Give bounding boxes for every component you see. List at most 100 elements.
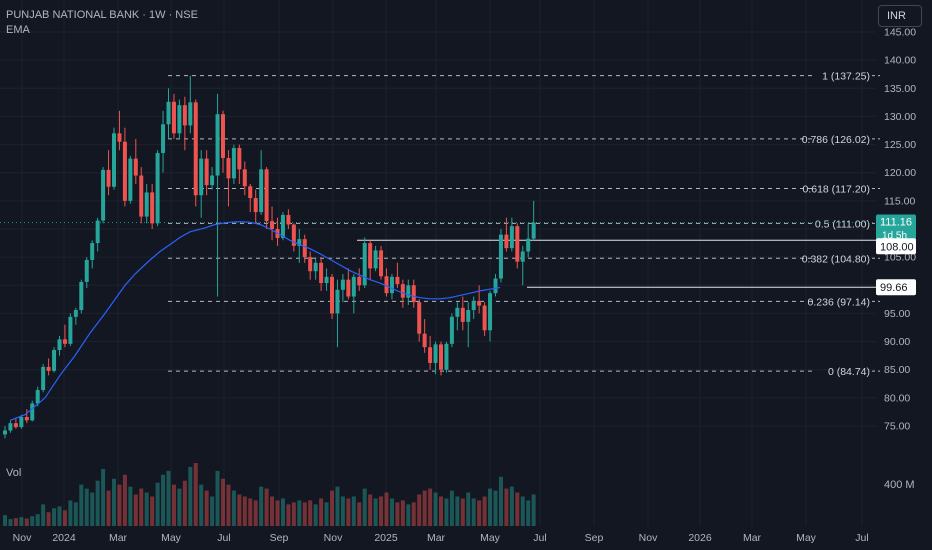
volume-tick: 400 M <box>884 479 915 491</box>
indicator-label[interactable]: EMA <box>6 24 30 36</box>
y-tick-label: 140.00 <box>884 55 916 67</box>
volume-bar <box>395 502 400 526</box>
volume-bar <box>433 492 438 526</box>
candle-body <box>406 285 411 298</box>
volume-bar <box>531 494 536 526</box>
volume-bar <box>133 494 138 526</box>
volume-bar <box>231 490 236 526</box>
volume-bar <box>84 488 89 526</box>
candle-body <box>368 243 373 269</box>
candle-body <box>62 339 67 344</box>
volume-bar <box>95 480 100 526</box>
candle-body <box>411 285 416 303</box>
volume-bar <box>35 514 40 526</box>
candle-body <box>264 169 269 222</box>
candle-body <box>482 305 487 331</box>
volume-bar <box>8 519 13 526</box>
candle-body <box>193 102 198 196</box>
candle-body <box>286 214 291 225</box>
volume-bar <box>340 496 345 526</box>
y-tick-label: 90.00 <box>884 336 910 348</box>
candle-body <box>204 158 209 186</box>
candle-body <box>455 307 460 317</box>
x-tick-label: 2025 <box>374 532 398 544</box>
candle-body <box>215 114 220 176</box>
y-tick-label: 75.00 <box>884 421 910 433</box>
y-tick-label: 120.00 <box>884 167 916 179</box>
candle-body <box>526 238 531 252</box>
volume-bar <box>226 484 231 526</box>
volume-bar <box>384 492 389 526</box>
candle-body <box>171 101 176 134</box>
volume-bar <box>13 518 18 526</box>
volume-bar <box>270 496 275 526</box>
candle-body <box>57 339 62 351</box>
candle-body <box>291 224 296 246</box>
volume-bar <box>19 517 24 526</box>
volume-bar <box>52 508 57 526</box>
candle-body <box>302 239 307 258</box>
candle-body <box>52 350 57 371</box>
candle-body <box>166 101 171 125</box>
candle-body <box>488 293 493 331</box>
currency-button[interactable]: INR <box>878 5 922 27</box>
volume-bar <box>286 504 291 526</box>
candle-body <box>335 289 340 314</box>
candle-body <box>19 416 24 428</box>
volume-bar <box>319 498 324 526</box>
candle-body <box>237 147 242 170</box>
candle-body <box>231 147 236 179</box>
candle-body <box>8 423 13 431</box>
volume-bar <box>362 488 367 526</box>
volume-bar <box>477 500 482 526</box>
candle-body <box>433 344 438 363</box>
y-tick-label: 130.00 <box>884 111 916 123</box>
volume-bar <box>30 516 35 526</box>
volume-bar <box>330 490 334 526</box>
x-tick-label: Jul <box>855 532 868 544</box>
candle-body <box>324 276 329 284</box>
volume-bar <box>313 504 318 526</box>
volume-bar <box>471 498 476 526</box>
volume-bar <box>422 490 427 526</box>
candle-body <box>155 153 160 224</box>
x-tick-label: Jul <box>217 532 230 544</box>
volume-bar <box>242 496 247 526</box>
volume-bar <box>112 478 116 526</box>
candle-body <box>330 276 334 314</box>
candle-body <box>319 262 324 284</box>
volume-bar <box>128 486 133 526</box>
x-tick-label: 2024 <box>52 532 76 544</box>
volume-bar <box>248 498 253 526</box>
candle-body <box>73 310 78 317</box>
candle-body <box>199 158 204 196</box>
volume-bar <box>439 496 443 526</box>
y-tick-label: 95.00 <box>884 308 910 320</box>
volume-bar <box>379 496 384 526</box>
candle-body <box>417 302 422 334</box>
volume-bar <box>335 486 340 526</box>
candle-body <box>90 243 95 260</box>
price-line-value: 108.00 <box>880 241 914 253</box>
candle-body <box>520 251 525 262</box>
volume-bar <box>368 494 373 526</box>
candle-body <box>379 250 384 277</box>
chart-legend: PUNJAB NATIONAL BANK · 1W · NSE EMA <box>6 8 198 38</box>
volume-bar <box>400 500 405 526</box>
candle-body <box>340 279 345 290</box>
x-tick-label: Nov <box>324 532 343 544</box>
volume-bar <box>455 496 460 526</box>
volume-bar <box>68 500 73 526</box>
candle-body <box>362 243 367 286</box>
time-axis[interactable]: Nov 2024 Mar May Jul Sep Nov 2025 Mar May Jul Sep No… <box>13 532 869 544</box>
candle-body <box>68 316 73 344</box>
y-tick-label: 125.00 <box>884 139 916 151</box>
symbol-title[interactable]: PUNJAB NATIONAL BANK · 1W · NSE <box>6 9 198 21</box>
volume-bar <box>428 488 433 526</box>
x-tick-label: Mar <box>109 532 128 544</box>
candle-body <box>439 344 443 370</box>
candle-body <box>504 234 509 249</box>
y-tick-label: 135.00 <box>884 83 916 95</box>
